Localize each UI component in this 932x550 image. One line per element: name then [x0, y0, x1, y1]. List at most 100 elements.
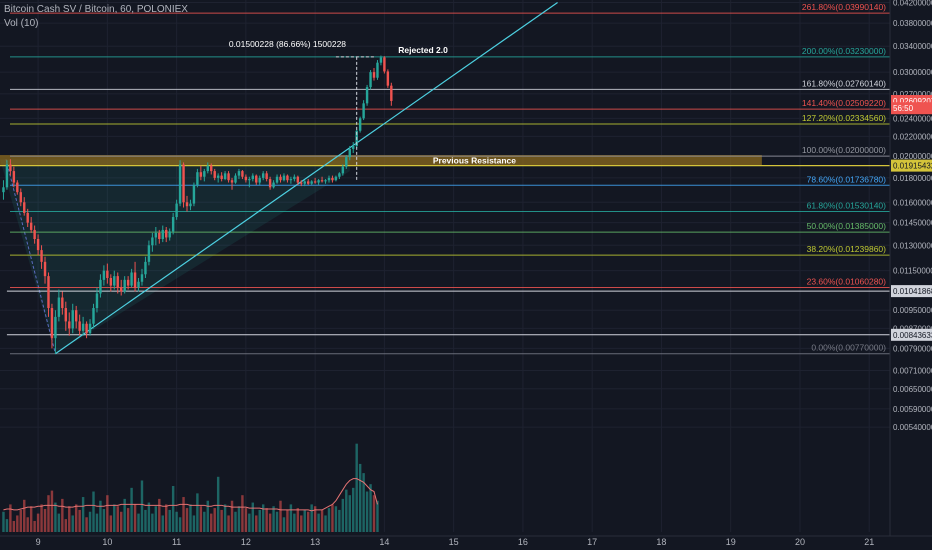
candle-body — [213, 171, 216, 178]
candle-body — [341, 166, 345, 174]
volume-bar — [327, 508, 331, 532]
candle-body — [23, 202, 26, 213]
candle-body — [171, 217, 175, 232]
volume-bar — [2, 511, 5, 532]
volume-bar — [241, 495, 244, 532]
candle-body — [313, 181, 317, 183]
candle-body — [203, 171, 206, 177]
volume-bar — [171, 486, 175, 532]
candle-body — [223, 173, 227, 180]
y-tick-label: 0.03000000 — [893, 68, 932, 77]
y-tick-label: 0.00540000 — [893, 423, 932, 432]
x-tick-label: 15 — [449, 537, 459, 547]
volume-bar — [289, 504, 293, 532]
volume-bar — [365, 491, 369, 532]
candle-body — [43, 261, 47, 277]
price-badge-label: 0.02609207 — [893, 97, 932, 106]
volume-bar — [137, 513, 140, 532]
candle-body — [383, 57, 386, 72]
volume-bar — [68, 506, 71, 532]
candle-body — [306, 181, 310, 184]
volume-bar — [109, 515, 113, 532]
volume-bar — [196, 493, 199, 532]
volume-bar — [57, 513, 61, 532]
volume-bar — [158, 498, 161, 532]
candle-body — [109, 277, 113, 286]
price-badge-label: 0.01915432 — [893, 162, 932, 171]
volume-bar — [234, 511, 237, 532]
candle-body — [317, 180, 320, 183]
candle-body — [327, 177, 331, 181]
volume-bar — [362, 473, 365, 532]
volume-bar — [203, 511, 206, 532]
candle-body — [140, 274, 144, 282]
y-tick-label: 0.01300000 — [893, 241, 932, 250]
annotations: 0.01500228 (86.66%) 1500228 Rejected 2.0 — [229, 39, 448, 181]
measure-label: 0.01500228 (86.66%) 1500228 — [229, 39, 346, 49]
candle-body — [261, 173, 265, 178]
candle-body — [57, 297, 61, 317]
candle-body — [68, 321, 71, 329]
candle-body — [33, 229, 36, 239]
candle-body — [199, 172, 203, 177]
volume-bar — [147, 502, 151, 532]
candle-body — [237, 171, 241, 176]
x-tick-label: 14 — [379, 537, 389, 547]
candle-body — [74, 310, 78, 322]
volume-bar — [313, 506, 317, 532]
volume-bar — [230, 500, 234, 532]
candle-body — [251, 175, 255, 180]
fib-label: 23.60%(0.01060280) — [807, 276, 887, 286]
candle-body — [348, 148, 351, 158]
volume-bar — [372, 495, 376, 532]
candle-body — [126, 279, 130, 286]
volume-bar — [29, 506, 33, 532]
y-tick-label: 0.00950000 — [893, 306, 932, 315]
volume-bar — [248, 513, 251, 532]
volume-bar — [9, 504, 12, 532]
candle-body — [88, 323, 92, 334]
x-tick-label: 11 — [172, 537, 181, 547]
candle-body — [255, 175, 258, 183]
candle-body — [196, 172, 199, 185]
candle-body — [133, 272, 137, 288]
volume-bar — [23, 499, 26, 532]
candle-body — [47, 276, 50, 309]
volume-bar — [185, 508, 189, 532]
candle-body — [54, 316, 57, 339]
candle-body — [345, 157, 348, 167]
volume-bar — [345, 489, 348, 532]
y-tick-label: 0.03400000 — [893, 42, 932, 51]
candle-body — [234, 175, 237, 183]
volume-bar — [279, 500, 282, 532]
candle-body — [151, 237, 154, 246]
candle-body — [352, 145, 355, 149]
x-tick-label: 13 — [310, 537, 320, 547]
candle-body — [210, 165, 213, 172]
candle-body — [92, 308, 95, 324]
volume-bar — [376, 500, 379, 532]
x-tick-label: 10 — [102, 537, 112, 547]
volume-bar — [237, 506, 241, 532]
candle-body — [265, 173, 268, 180]
candle-body — [12, 171, 16, 183]
y-tick-label: 0.02200000 — [893, 132, 932, 141]
candle-body — [334, 176, 338, 181]
volume-bar — [216, 476, 220, 532]
y-tick-label: 0.04200000 — [893, 0, 932, 7]
candle-body — [289, 179, 293, 181]
candle-body — [137, 281, 140, 288]
candle-body — [379, 57, 383, 63]
candle-body — [279, 176, 282, 181]
candle-body — [320, 180, 324, 182]
volume-bar — [64, 519, 68, 532]
candle-body — [147, 245, 151, 262]
candle-body — [119, 287, 123, 292]
candle-body — [268, 179, 272, 188]
volume-bar — [268, 513, 272, 532]
y-tick-label: 0.00650000 — [893, 385, 932, 394]
candle-body — [29, 222, 33, 230]
candle-body — [64, 308, 68, 322]
candle-body — [5, 164, 9, 188]
